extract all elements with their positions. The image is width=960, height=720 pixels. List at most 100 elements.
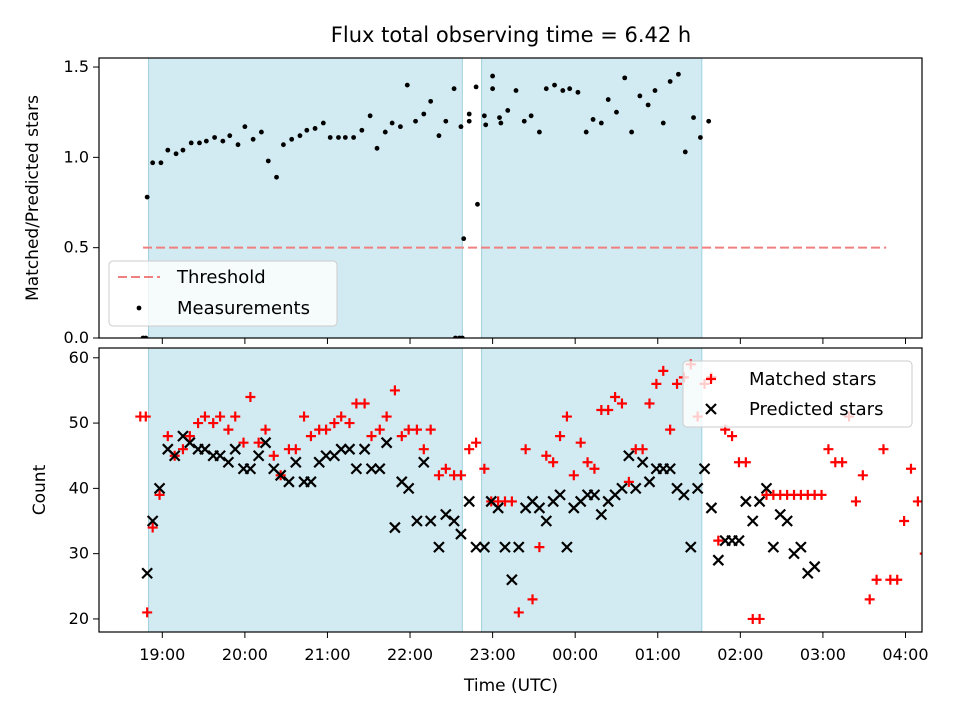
measurement-point	[622, 75, 628, 81]
matched-star-point	[366, 431, 377, 442]
legend-matched-swatch	[706, 374, 716, 384]
predicted-star-point	[222, 456, 235, 469]
measurement-point	[652, 88, 658, 93]
matched-star-point	[142, 607, 153, 618]
measurement-point	[258, 129, 264, 135]
matched-star-point	[230, 411, 241, 422]
predicted-star-point	[678, 489, 690, 501]
matched-star-point	[344, 418, 355, 429]
matched-star-point	[534, 542, 545, 553]
predicted-star-point	[540, 515, 553, 527]
measurement-point	[481, 113, 487, 119]
x-tick-label: 04:00	[882, 645, 928, 664]
matched-star-point	[713, 535, 724, 546]
measurement-point	[235, 142, 241, 148]
bottom-panel: 20 30 40 50 60 19:00 20:00 21:00 22:00 23:00 00:00…	[30, 347, 929, 664]
measurement-point	[682, 149, 688, 155]
measurement-point	[428, 98, 434, 104]
predicted-star-point	[740, 495, 752, 508]
measurement-point	[498, 120, 504, 126]
measurement-point	[575, 89, 581, 95]
matched-star-point	[637, 444, 648, 455]
measurement-point	[374, 145, 380, 151]
measurement-point	[281, 142, 286, 148]
measurement-point	[660, 120, 666, 126]
legend-box	[682, 360, 913, 428]
x-tick-label: 20:00	[222, 645, 268, 664]
y-axis-label: Matched/Predicted stars	[23, 95, 43, 301]
matched-star-point	[665, 424, 676, 435]
matched-star-point	[658, 365, 669, 376]
matched-star-point	[644, 398, 655, 409]
legend-matched-label: Matched stars	[749, 369, 876, 390]
legend-box	[108, 260, 338, 327]
measurement-point	[220, 138, 226, 144]
matched-star-point	[162, 431, 173, 442]
y-tick-label: 1.5	[64, 57, 89, 76]
matched-star-point	[548, 457, 559, 468]
matched-star-point	[290, 444, 301, 455]
matched-star-point	[208, 418, 219, 429]
predicted-star-point	[506, 573, 518, 586]
predicted-star-point	[623, 449, 635, 462]
matched-star-point	[253, 437, 264, 448]
x-axis-label: Time (UTC)	[463, 676, 558, 696]
measurement-point	[614, 109, 619, 115]
predicted-star-point	[463, 495, 475, 508]
predicted-star-point	[470, 541, 482, 553]
predicted-star-point	[433, 541, 445, 553]
matched-star-point	[177, 444, 188, 455]
y-tick-label: 30	[69, 544, 89, 563]
measurement-point	[698, 135, 703, 140]
predicted-star-point	[636, 456, 649, 469]
matched-star-point	[672, 378, 683, 389]
matched-star-point	[389, 385, 400, 396]
measurement-point	[389, 120, 395, 126]
measurement-point	[242, 124, 248, 130]
measurement-point	[413, 118, 418, 124]
predicted-star-point	[588, 489, 601, 501]
measurement-point	[265, 158, 271, 164]
matched-star-point	[381, 411, 392, 422]
measurement-point	[645, 102, 651, 108]
y-tick-label: 60	[69, 348, 89, 367]
legend-threshold-label: Threshold	[176, 267, 266, 288]
matched-star-point	[651, 378, 662, 389]
matched-star-point	[740, 457, 751, 468]
x-tick-label: 22:00	[387, 645, 433, 664]
measurement-point	[158, 160, 164, 166]
matched-star-point	[568, 470, 579, 481]
predicted-star-point	[629, 482, 642, 495]
matched-star-point	[455, 470, 466, 481]
measurement-point	[212, 135, 218, 140]
matched-star-point	[892, 574, 903, 585]
predicted-star-point	[358, 443, 371, 455]
measurement-point	[336, 135, 341, 140]
matched-star-point	[215, 411, 226, 422]
matched-star-point	[147, 522, 158, 533]
x-tick-label: 00:00	[552, 645, 598, 664]
measurement-point	[451, 86, 457, 92]
predicted-star-point	[712, 554, 725, 566]
predicted-star-point	[685, 541, 697, 553]
measurement-point	[560, 88, 566, 93]
predicted-star-point	[343, 443, 356, 455]
predicted-star-point	[305, 476, 317, 488]
predicted-star-point	[698, 463, 711, 475]
measurement-point	[528, 113, 534, 119]
y-tick-label: 0.0	[64, 328, 89, 347]
measurement-point	[382, 129, 388, 135]
predicted-star-point	[455, 528, 467, 540]
matched-star-point	[193, 418, 204, 429]
predicted-star-point	[290, 456, 302, 469]
measurement-point	[397, 124, 403, 130]
measurement-point	[404, 82, 410, 88]
legend: Matched stars Predicted stars	[682, 360, 913, 428]
measurement-point	[590, 117, 596, 122]
matched-star-point	[329, 418, 340, 429]
chart-title: Flux total observing time = 6.42 h	[331, 23, 691, 47]
predicted-star-point	[199, 443, 211, 455]
measurement-point	[150, 160, 156, 166]
predicted-star-point	[561, 541, 573, 553]
matched-star-point	[603, 405, 614, 416]
